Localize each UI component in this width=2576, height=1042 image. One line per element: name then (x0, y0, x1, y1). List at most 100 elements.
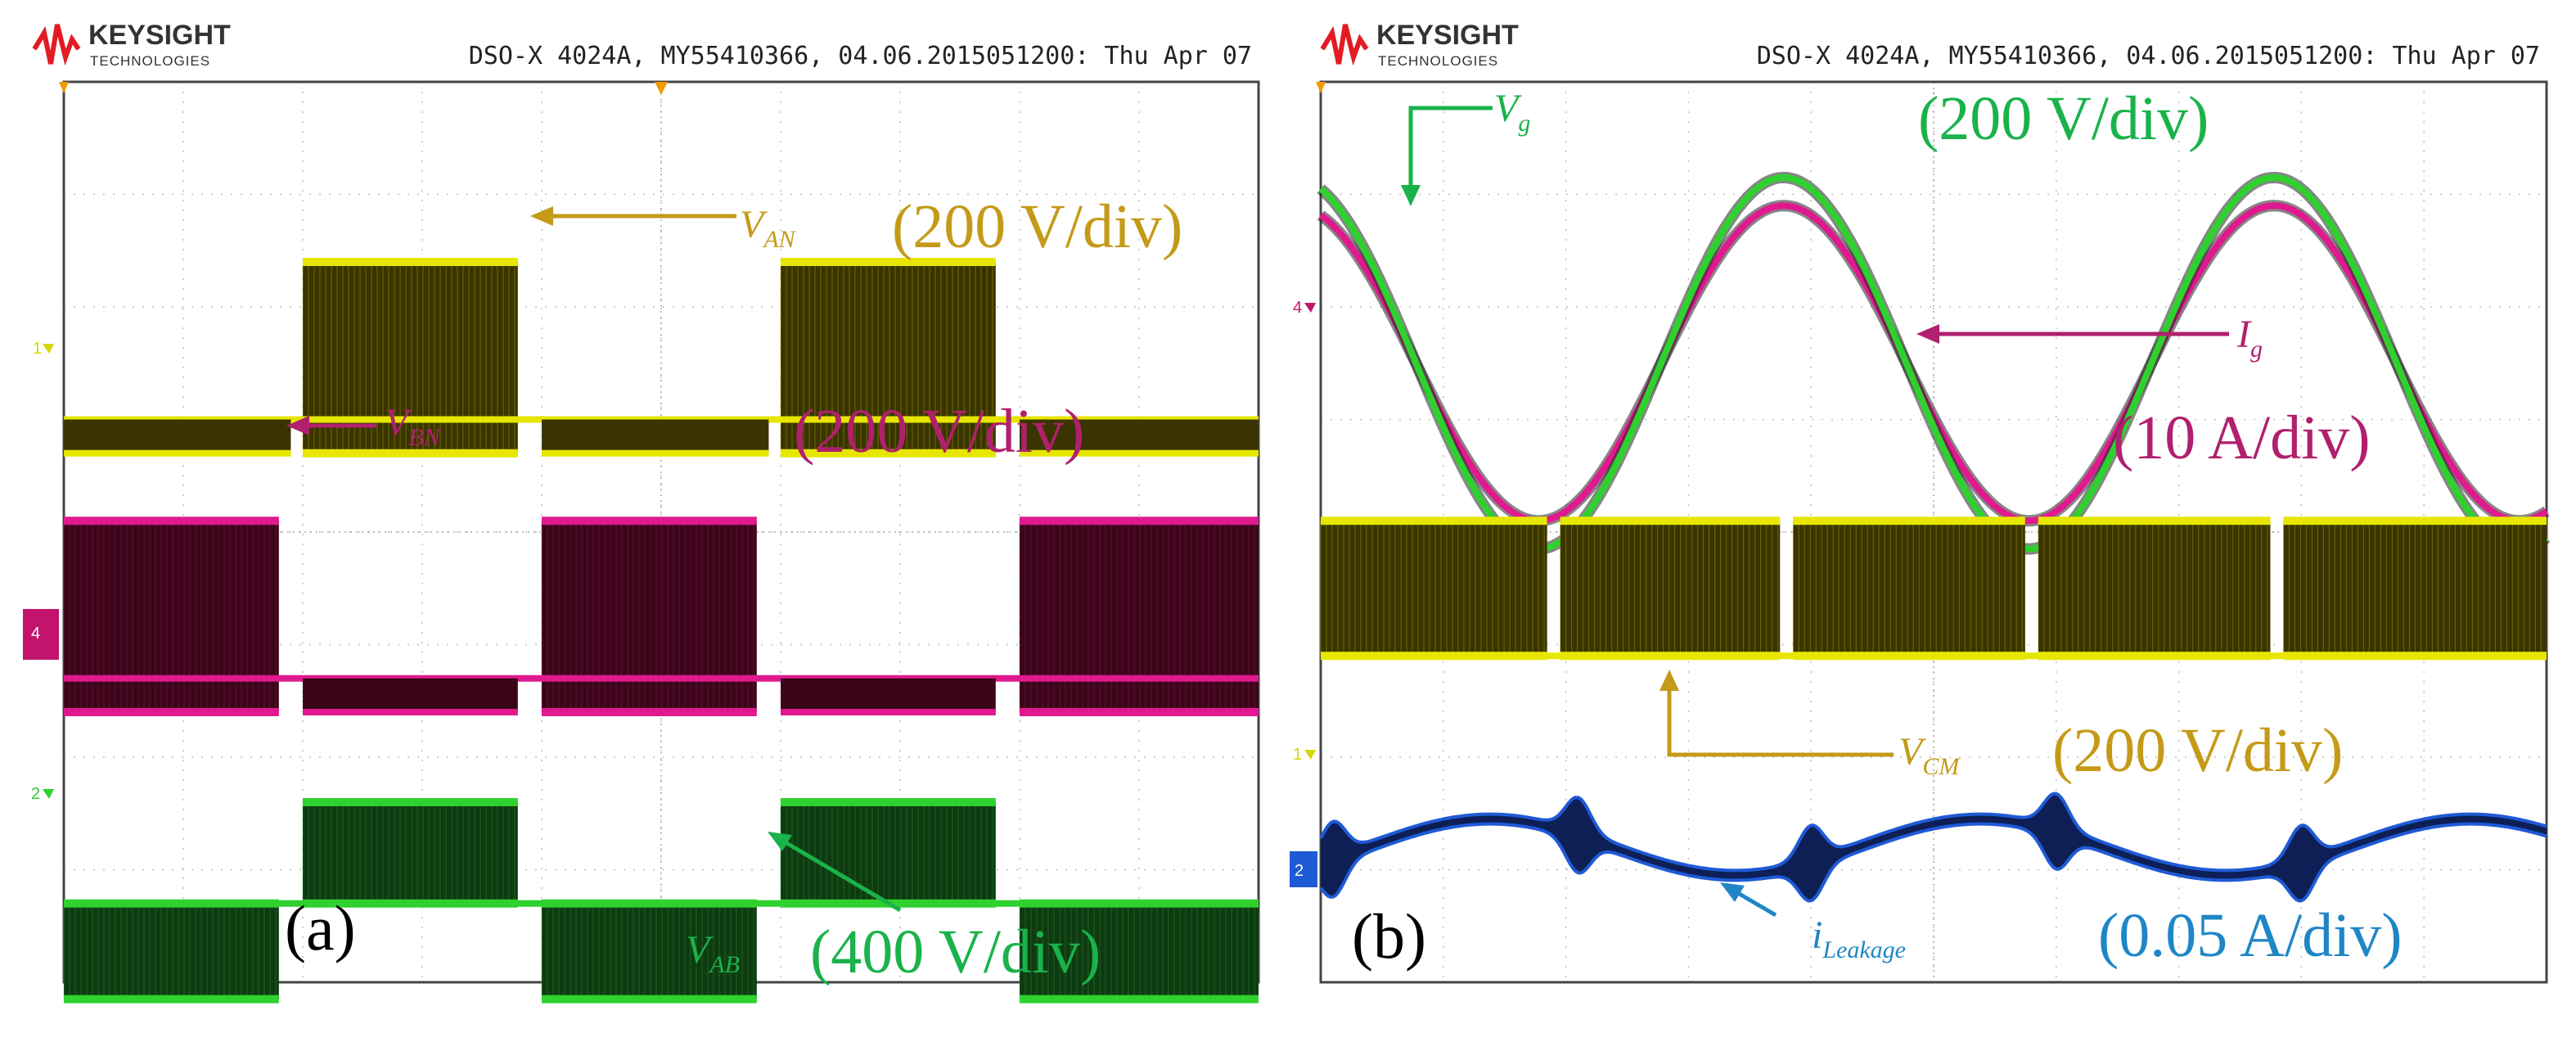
scale-vab: (400 V/div) (810, 918, 1101, 986)
trigger-marker-left (1316, 82, 1326, 93)
v_cm-pwm-top-edge (2283, 516, 2547, 526)
v_an-low-band (64, 419, 291, 453)
scale-vbn: (200 V/div) (794, 397, 1084, 466)
v_an-low-band-edge (64, 449, 291, 457)
brand-subtitle: TECHNOLOGIES (1378, 53, 1498, 69)
v_ab-pos-pwm-block (303, 802, 518, 904)
traces-b (1317, 171, 2551, 903)
label-vab: VAB (686, 928, 740, 978)
panel-b-svg: KEYSIGHT TECHNOLOGIES DSO-X 4024A, MY554… (1290, 20, 2551, 984)
v_an-pwm-bottom-edge (781, 449, 996, 458)
v_an-pwm-fill (780, 262, 993, 453)
keysight-logo-b: KEYSIGHT TECHNOLOGIES (1320, 20, 1519, 69)
v_bn-pwm-block (542, 521, 757, 712)
annotation-van: VAN (200 V/div) (530, 192, 1182, 261)
keysight-logo: KEYSIGHT TECHNOLOGIES (32, 20, 231, 69)
annotation-vg: Vg (200 V/div) (1401, 84, 2209, 206)
panel-a-svg: KEYSIGHT TECHNOLOGIES DSO-X 4024A, MY554… (23, 20, 1260, 1004)
v_bn-low-band (781, 678, 996, 712)
v_cm-pwm-block (1560, 521, 1781, 656)
scale-van: (200 V/div) (892, 192, 1182, 261)
v_ab-neg-pwm-fill (63, 903, 277, 999)
v_cm-pwm-top-edge (1321, 516, 1547, 526)
v_ab-pos-pwm-block (781, 802, 996, 904)
ch4-marker-label: 4 (1293, 299, 1302, 317)
ch2-marker-a: 2 (31, 785, 54, 803)
v_ab-neg-pwm-fill (541, 903, 754, 999)
scope-panel-a: KEYSIGHT TECHNOLOGIES DSO-X 4024A, MY554… (23, 20, 1260, 1004)
v_an-pwm-top-edge (303, 258, 518, 266)
annotation-vab: VAB (400 V/div) (686, 832, 1101, 986)
v_bn-pwm-fill (63, 521, 277, 712)
v_bn-pwm-top-edge (64, 516, 279, 526)
v_cm-pwm-fill (1320, 521, 1545, 656)
ch2-marker-label: 2 (31, 785, 40, 803)
annotation-ig: Ig (10 A/div) (1916, 313, 2371, 472)
v_ab-pos-pwm-top-edge (781, 798, 996, 806)
traces-a (63, 258, 1259, 1004)
v_bn-low-band-edge (781, 709, 996, 715)
v_ab-neg-pwm-block (542, 903, 757, 999)
scale-ileakage: (0.05 A/div) (2098, 901, 2403, 970)
v_bn-low-band-edge (303, 709, 518, 715)
v_ab-neg-pwm-bottom-edge (64, 995, 279, 1004)
v_ab-pos-pwm-fill (302, 802, 516, 904)
v_cm-pwm-block (1793, 521, 2025, 656)
v_bn-pwm-top-edge (542, 516, 757, 526)
v_bn-pwm-fill (1019, 521, 1255, 712)
v_an-pwm-fill (302, 262, 516, 453)
v_an-low-band (1020, 419, 1259, 453)
v_bn-pwm-fill (541, 521, 754, 712)
v_cm-pwm-top-edge (1793, 516, 2025, 526)
ch1-marker-a: 1 (33, 340, 54, 358)
label-vcm: VCM (1898, 730, 1961, 780)
v_cm-pwm-block (2283, 521, 2547, 656)
label-van: VAN (740, 203, 797, 253)
v_bn-pwm-bottom-edge (64, 708, 279, 716)
label-ileakage: iLeakage (1812, 913, 1906, 963)
v_bn-pwm-block (1020, 521, 1259, 712)
ch1-marker-label: 1 (1293, 746, 1302, 764)
ch4-marker-a: 4 (23, 609, 59, 660)
brand-name: KEYSIGHT (1376, 20, 1519, 51)
ch2-marker-b: 2 (1290, 851, 1317, 887)
label-ig: Ig (2236, 313, 2263, 363)
v_an-pwm-bottom-edge (303, 449, 518, 458)
v_an-low-band-edge (1020, 449, 1259, 457)
label-vbn: VBN (385, 401, 442, 451)
panel-label-a: (a) (285, 892, 356, 963)
brand-name: KEYSIGHT (88, 20, 231, 51)
trigger-marker-left (59, 82, 69, 93)
trigger-marker-top (655, 82, 668, 95)
v_an-low-band-edge (542, 449, 769, 457)
instrument-header: DSO-X 4024A, MY55410366, 04.06.201505120… (1757, 42, 2540, 70)
v_cm-pwm-block (2038, 521, 2271, 656)
keysight-wave-icon (32, 24, 81, 66)
annotation-vbn: VBN (200 V/div) (286, 397, 1084, 466)
scale-vg: (200 V/div) (1918, 84, 2209, 153)
i_leakage-lower (1319, 822, 2547, 903)
v_cm-pwm-top-edge (1560, 516, 1781, 526)
i_leakage-upper (1319, 792, 2547, 873)
v_bn-pwm-bottom-edge (542, 708, 757, 716)
v_bn-pwm-bottom-edge (1020, 708, 1259, 716)
v_ab-neg-pwm-bottom-edge (542, 995, 757, 1004)
scale-vcm: (200 V/div) (2052, 716, 2343, 785)
annotation-vcm: VCM (200 V/div) (1660, 670, 2343, 785)
instrument-header: DSO-X 4024A, MY55410366, 04.06.201505120… (469, 42, 1252, 70)
annotation-ileakage: iLeakage (0.05 A/div) (1720, 882, 2403, 970)
brand-subtitle: TECHNOLOGIES (90, 53, 210, 69)
v_ab-neg-pwm-fill (1019, 903, 1255, 999)
v_ab-neg-pwm-block (1020, 903, 1259, 999)
i_leakage-envelope (1321, 793, 2547, 901)
v_cm-pwm-top-edge (2038, 516, 2271, 526)
ch1-marker-label: 1 (33, 340, 42, 358)
v_cm-pwm-fill (2282, 521, 2542, 656)
label-vg: Vg (1494, 87, 1530, 137)
v_cm-pwm-fill (1792, 521, 2023, 656)
v_cm-pwm-block (1321, 521, 1547, 656)
v_an-pwm-top-edge (781, 258, 996, 266)
ch4-marker-label: 4 (31, 625, 40, 643)
v_an-low-band (542, 419, 769, 453)
keysight-wave-icon (1320, 24, 1369, 66)
